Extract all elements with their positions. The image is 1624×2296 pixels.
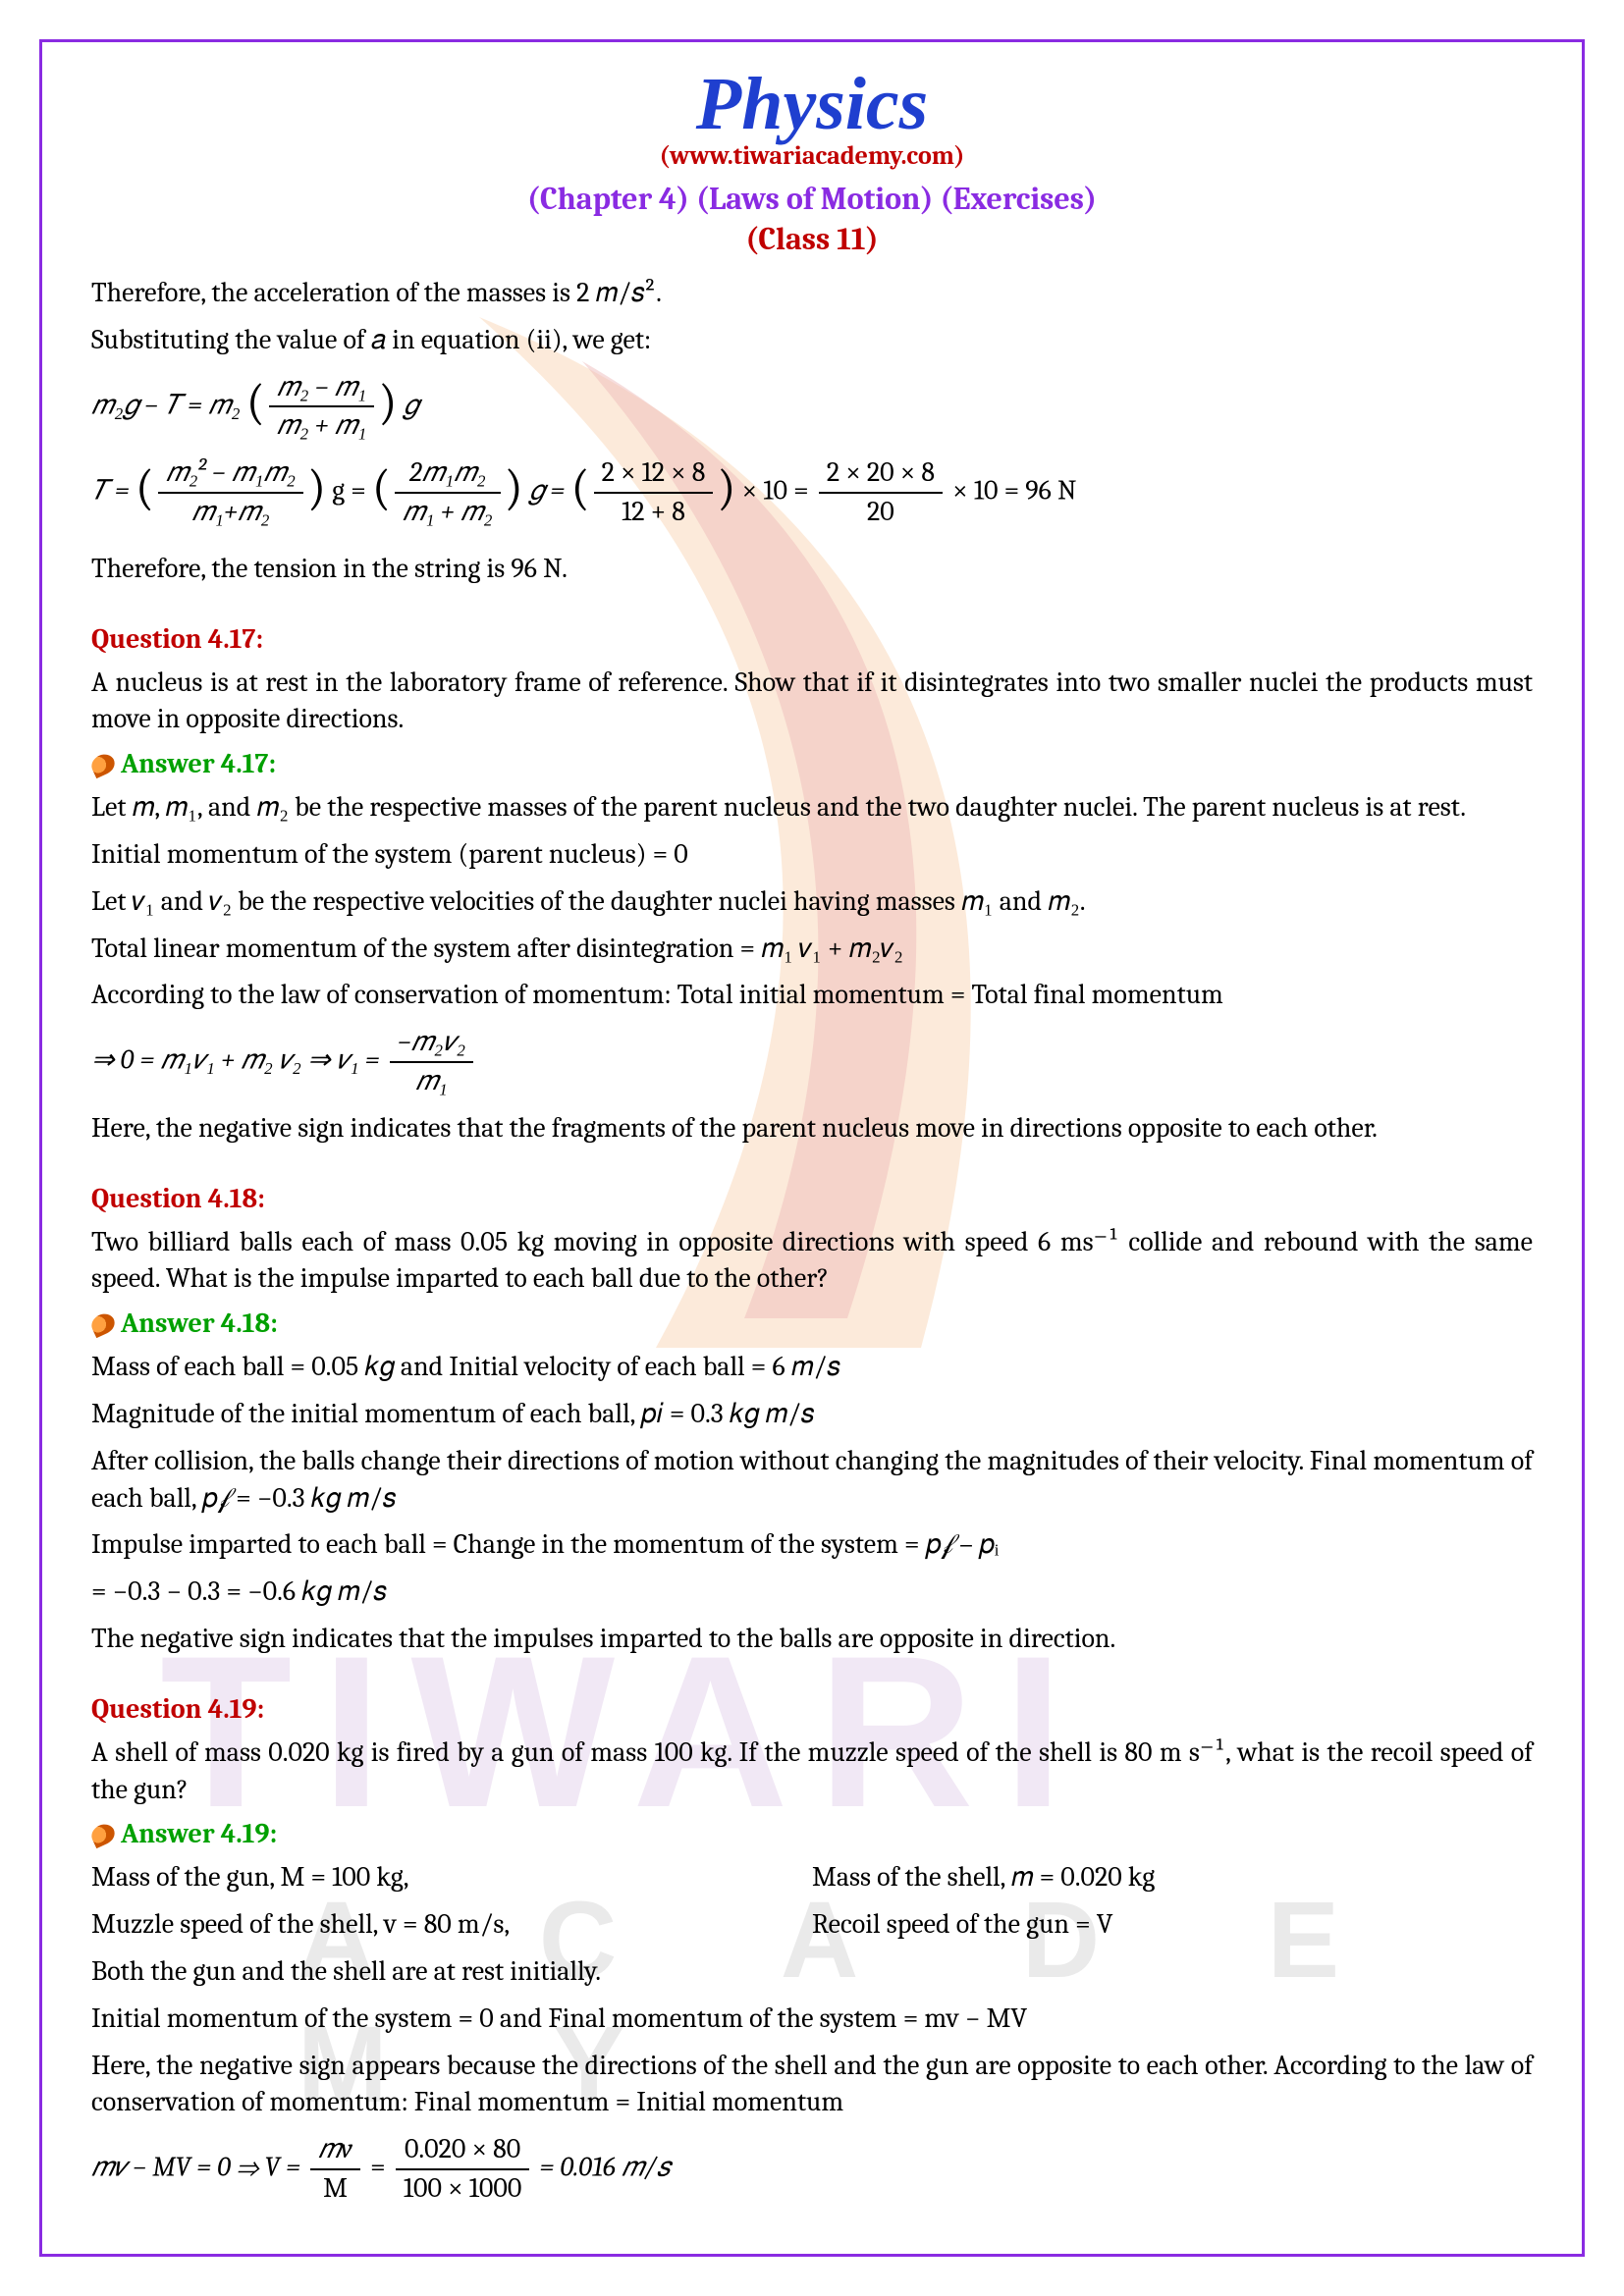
- answer-4-17-p5: According to the law of conservation of …: [91, 977, 1533, 1014]
- answer-4-19-eq: 𝑚𝑣 − MV = 0 ⇒ V = 𝑚vM = 0.020 × 80100 × …: [91, 2131, 1533, 2208]
- page-frame: TIWARI A C A D E M Y Physics (www.tiwari…: [39, 39, 1585, 2257]
- recoil-speed: Recoil speed of the gun = V: [812, 1906, 1533, 1944]
- answer-4-19-p3: Both the gun and the shell are at rest i…: [91, 1953, 1533, 1991]
- class-line: (Class 11): [91, 221, 1533, 257]
- gun-mass: Mass of the gun, M = 100 kg,: [91, 1859, 812, 1896]
- question-4-18-text: Two billiard balls each of mass 0.05 kg …: [91, 1224, 1533, 1299]
- answer-4-19-row2: Muzzle speed of the shell, v = 80 m/s, R…: [91, 1906, 1533, 1944]
- question-4-17-text: A nucleus is at rest in the laboratory f…: [91, 665, 1533, 739]
- question-4-19-label: Question 4.19:: [91, 1693, 1533, 1725]
- intro-eq2: 𝑇 = (𝑚₂² − 𝑚₁𝑚₂𝑚₁+𝑚₂) g = (2𝑚₁𝑚₂𝑚₁ + 𝑚₂)…: [91, 454, 1533, 531]
- answer-4-19-row1: Mass of the gun, M = 100 kg, Mass of the…: [91, 1859, 1533, 1896]
- question-4-19-text: A shell of mass 0.020 kg is fired by a g…: [91, 1735, 1533, 1809]
- intro-p2: Substituting the value of 𝑎 in equation …: [91, 322, 1533, 359]
- answer-4-18-p3: After collision, the balls change their …: [91, 1443, 1533, 1518]
- intro-eq1: 𝑚₂𝑔 − 𝑇 = 𝑚₂ (𝑚₂ − 𝑚₁𝑚₂ + 𝑚₁) 𝑔: [91, 369, 1533, 446]
- answer-4-17-p1: Let 𝑚, 𝑚₁, and 𝑚₂ be the respective mass…: [91, 789, 1533, 827]
- answer-4-17-p7: Here, the negative sign indicates that t…: [91, 1110, 1533, 1148]
- answer-4-17-p2: Initial momentum of the system (parent n…: [91, 836, 1533, 874]
- answer-4-18-p4: Impulse imparted to each ball = Change i…: [91, 1526, 1533, 1564]
- answer-4-18-p6: The negative sign indicates that the imp…: [91, 1621, 1533, 1658]
- answer-4-19-p5: Here, the negative sign appears because …: [91, 2048, 1533, 2122]
- answer-4-18-p1: Mass of each ball = 0.05 𝑘𝑔 and Initial …: [91, 1349, 1533, 1386]
- answer-4-17-label: Answer 4.17:: [91, 748, 1533, 779]
- question-4-17-label: Question 4.17:: [91, 623, 1533, 655]
- answer-4-18-p5: = −0.3 − 0.3 = −0.6 𝑘𝑔 𝑚/𝑠: [91, 1574, 1533, 1611]
- answer-4-17-p3: Let 𝑣₁ and 𝑣₂ be the respective velociti…: [91, 883, 1533, 921]
- answer-4-18-label: Answer 4.18:: [91, 1308, 1533, 1339]
- answer-4-18-p2: Magnitude of the initial momentum of eac…: [91, 1396, 1533, 1433]
- muzzle-speed: Muzzle speed of the shell, v = 80 m/s,: [91, 1906, 812, 1944]
- chapter-line: (Chapter 4) (Laws of Motion) (Exercises): [91, 181, 1533, 217]
- shell-mass: Mass of the shell, 𝑚 = 0.020 kg: [812, 1859, 1533, 1896]
- answer-4-17-p4: Total linear momentum of the system afte…: [91, 931, 1533, 968]
- page-title: Physics: [91, 62, 1533, 147]
- question-4-18-label: Question 4.18:: [91, 1183, 1533, 1214]
- answer-4-19-label: Answer 4.19:: [91, 1818, 1533, 1849]
- eq-text: 𝑔: [404, 389, 418, 420]
- answer-4-19-p4: Initial momentum of the system = 0 and F…: [91, 2001, 1533, 2038]
- content-area: Physics (www.tiwariacademy.com) (Chapter…: [91, 62, 1533, 2208]
- site-url: (www.tiwariacademy.com): [91, 141, 1533, 171]
- eq-text: 𝑚₂𝑔 − 𝑇 = 𝑚₂: [91, 389, 241, 420]
- intro-p1: Therefore, the acceleration of the masse…: [91, 275, 1533, 312]
- answer-4-17-eq: ⇒ 0 = 𝑚₁𝑣₁ + 𝑚₂ 𝑣₂ ⇒ 𝑣₁ = −𝑚₂𝑣₂𝑚₁: [91, 1024, 1533, 1100]
- intro-p3: Therefore, the tension in the string is …: [91, 551, 1533, 588]
